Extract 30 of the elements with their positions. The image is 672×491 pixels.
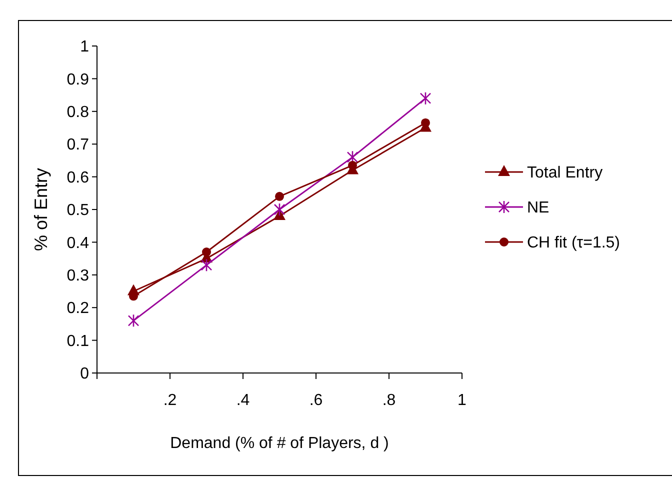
point: [348, 160, 357, 170]
y-tick-label: 0.2: [66, 300, 90, 318]
point: [202, 248, 211, 257]
x-axis-title: Demand (% of # of Players, d ): [170, 435, 389, 452]
y-tick-label: 0.7: [66, 136, 90, 154]
y-tick-label: 0.3: [66, 268, 90, 284]
y-tick-label: 0.8: [66, 104, 90, 121]
point: [421, 118, 430, 128]
y-tick-label: 1: [80, 38, 90, 56]
legend-label: Total Entry: [527, 164, 603, 182]
point: [275, 192, 284, 201]
y-tick-label: 0.9: [66, 71, 90, 88]
y-axis-title: % of Entry: [31, 168, 51, 252]
y-tick-label: 0.1: [66, 332, 90, 350]
point: [346, 150, 358, 164]
x-tick-label: 1: [458, 392, 467, 409]
point: [420, 92, 432, 105]
legend-label: CH fit (τ=1.5): [527, 234, 620, 252]
y-tick-label: 0: [80, 366, 90, 383]
y-tick-label: 0.4: [66, 234, 90, 252]
legend-label: NE: [527, 200, 550, 217]
point: [128, 314, 140, 328]
y-tick-label: 0.5: [66, 202, 90, 220]
point: [274, 202, 286, 216]
x-tick-label: .6: [309, 392, 323, 409]
x-tick-label: .8: [382, 392, 396, 409]
y-tick-label: 0.6: [66, 169, 90, 186]
x-tick-label: .2: [163, 392, 177, 409]
point: [200, 258, 212, 272]
x-tick-label: .4: [236, 392, 250, 409]
